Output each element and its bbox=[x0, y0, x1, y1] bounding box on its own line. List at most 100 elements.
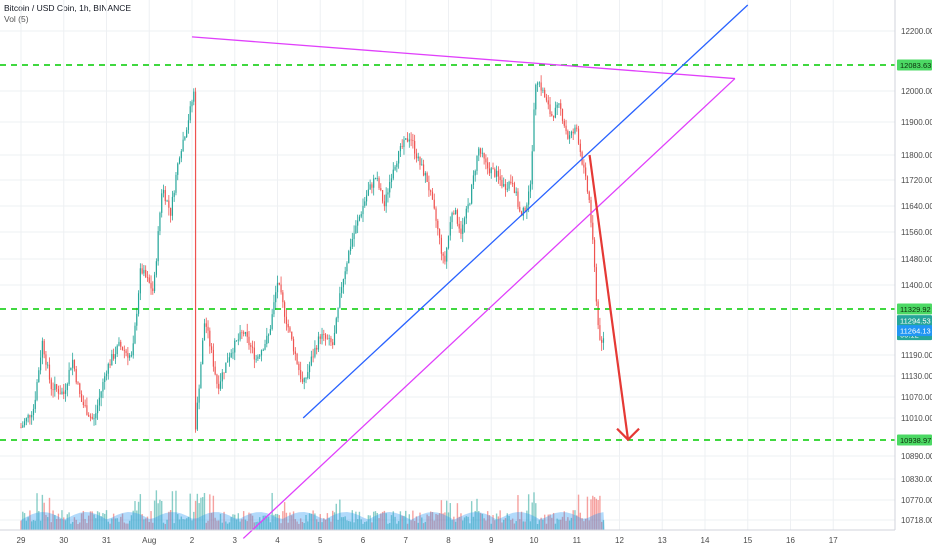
candle-body bbox=[440, 237, 442, 254]
price-tag bbox=[897, 303, 932, 315]
candle-body bbox=[487, 162, 489, 169]
volume-bar bbox=[570, 517, 573, 530]
candle-body bbox=[168, 200, 170, 208]
volume-bar bbox=[298, 523, 300, 530]
volume-bar bbox=[294, 519, 297, 530]
candle-body bbox=[374, 178, 377, 179]
candle-body bbox=[187, 120, 190, 130]
candle-body bbox=[515, 191, 517, 193]
volume-bar bbox=[237, 513, 240, 530]
volume-bar bbox=[586, 496, 589, 530]
candle-body bbox=[150, 282, 152, 289]
time-tick-label: 9 bbox=[489, 536, 494, 545]
candle-body bbox=[137, 293, 140, 314]
volume-bar bbox=[111, 518, 113, 530]
candle-body bbox=[198, 388, 200, 403]
volume-bar bbox=[522, 521, 525, 530]
volume-bar bbox=[152, 522, 154, 530]
chart-header: Bitcoin / USD Coin, 1h, BINANCE Vol (5) bbox=[4, 3, 131, 25]
volume-bar bbox=[460, 513, 462, 530]
volume-bar bbox=[458, 516, 460, 530]
volume-bar bbox=[597, 500, 599, 530]
candle-body bbox=[202, 340, 204, 365]
candle-body bbox=[269, 328, 271, 335]
candle-body bbox=[456, 210, 459, 224]
candle-body bbox=[27, 415, 29, 419]
candle-body bbox=[200, 364, 202, 389]
candle-body bbox=[551, 114, 553, 116]
volume-bar bbox=[287, 522, 289, 530]
candle-body bbox=[547, 100, 549, 105]
arrow-head bbox=[616, 427, 640, 442]
candle-body bbox=[451, 213, 453, 223]
candle-body bbox=[23, 421, 26, 426]
volume-bar bbox=[264, 515, 266, 530]
volume-bar bbox=[356, 519, 359, 530]
volume-bar bbox=[38, 511, 40, 530]
time-tick-label: 7 bbox=[404, 536, 409, 545]
volume-bar bbox=[155, 490, 158, 530]
candle-body bbox=[501, 180, 503, 187]
volume-bar bbox=[50, 522, 52, 530]
volume-bar bbox=[205, 522, 207, 530]
volume-bar bbox=[374, 511, 377, 530]
chart-grid bbox=[0, 0, 895, 530]
volume-bar bbox=[73, 517, 76, 530]
candle-body bbox=[34, 399, 36, 409]
volume-bar bbox=[153, 500, 156, 530]
volume-bar bbox=[137, 501, 140, 530]
candle-body bbox=[289, 327, 291, 332]
candle-body bbox=[430, 190, 432, 192]
candle-body bbox=[412, 139, 414, 141]
volume-bar bbox=[36, 493, 38, 530]
volume-bar bbox=[282, 511, 284, 530]
volume-bar bbox=[390, 515, 393, 530]
candles bbox=[20, 75, 605, 433]
price-tick-label: 11010.00 bbox=[901, 414, 932, 423]
volume-bar bbox=[581, 518, 583, 530]
volume-bar bbox=[335, 503, 337, 530]
candle-body bbox=[36, 382, 38, 400]
volume-bar bbox=[387, 523, 389, 530]
candle-body bbox=[471, 184, 473, 204]
time-tick-label: 6 bbox=[361, 536, 366, 545]
volume-bar bbox=[248, 512, 250, 530]
candle-body bbox=[111, 354, 113, 366]
volume-bar bbox=[209, 494, 211, 530]
candle-body bbox=[601, 339, 603, 343]
candle-body bbox=[166, 200, 168, 202]
volume-bar bbox=[93, 514, 95, 530]
time-tick-label: 10 bbox=[530, 536, 539, 545]
volume-bar bbox=[68, 512, 70, 530]
candle-body bbox=[542, 89, 544, 91]
candle-body bbox=[244, 331, 247, 334]
volume-bar bbox=[538, 520, 541, 530]
volume-bar bbox=[396, 523, 398, 530]
volume-bar bbox=[595, 498, 598, 530]
time-tick-label: 30 bbox=[59, 536, 68, 545]
candle-body bbox=[105, 373, 108, 377]
volume-bar bbox=[79, 522, 81, 530]
candle-body bbox=[266, 335, 268, 345]
candle-body bbox=[107, 363, 109, 374]
volume-bar bbox=[75, 519, 77, 530]
candle-body bbox=[472, 175, 475, 185]
candle-body bbox=[533, 109, 535, 152]
candle-body bbox=[510, 181, 512, 184]
volume-bar bbox=[417, 522, 419, 530]
volume-bar bbox=[481, 513, 484, 530]
candle-body bbox=[341, 287, 343, 294]
candle-body bbox=[191, 101, 193, 107]
price-tick-label: 10718.00 bbox=[901, 516, 932, 525]
candle-body bbox=[453, 213, 455, 214]
volume-bar bbox=[314, 513, 316, 530]
volume-bar bbox=[362, 523, 364, 530]
time-tick-label: 13 bbox=[658, 536, 667, 545]
volume-bar bbox=[267, 516, 270, 530]
candle-body bbox=[66, 383, 68, 391]
candle-body bbox=[70, 367, 72, 370]
candle-body bbox=[303, 378, 305, 382]
candle-body bbox=[526, 204, 528, 212]
volume-bar bbox=[463, 517, 466, 530]
